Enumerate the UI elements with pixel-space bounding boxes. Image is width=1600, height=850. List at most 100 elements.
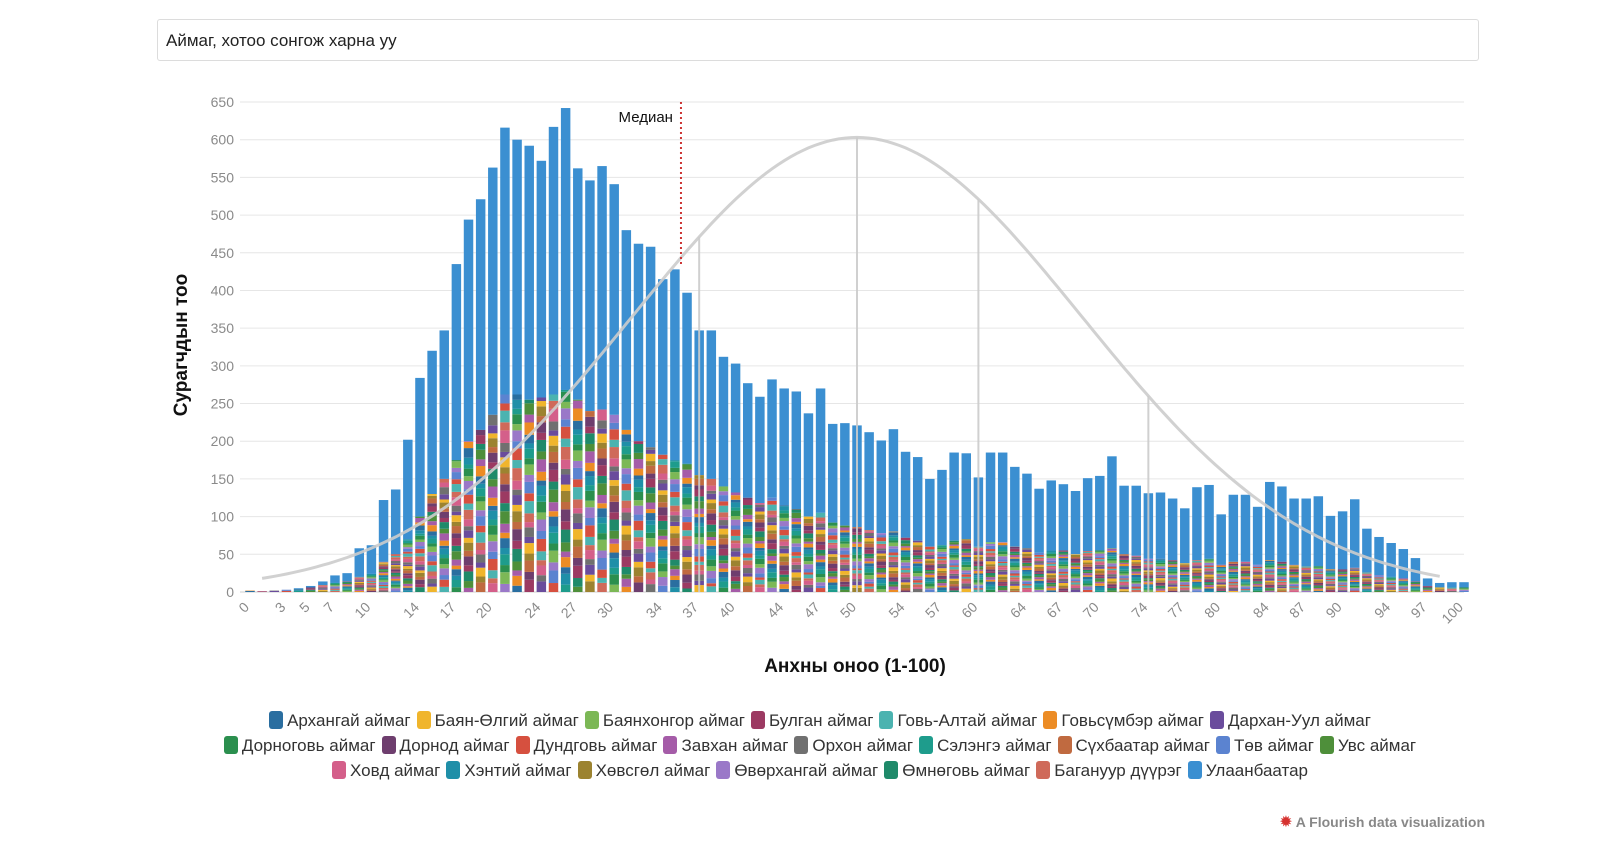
- bar-segment: [985, 577, 996, 580]
- flourish-credit[interactable]: ✹ A Flourish data visualization: [1279, 812, 1485, 832]
- bar-segment: [597, 448, 607, 459]
- bar-segment: [925, 558, 935, 561]
- bar-segment: [815, 527, 826, 530]
- bar-segment: [403, 575, 413, 579]
- bar-segment: [512, 424, 522, 431]
- bar-segment: [730, 502, 741, 508]
- bar-segment: [1337, 585, 1348, 588]
- bar-segment: [1204, 559, 1214, 561]
- bar-segment: [1374, 579, 1384, 581]
- bar-segment: [1010, 577, 1020, 580]
- legend-item[interactable]: Улаанбаатар: [1187, 758, 1308, 783]
- bar-segment: [912, 571, 923, 574]
- bar-segment: [621, 454, 632, 460]
- bar-segment: [718, 568, 729, 572]
- bar-segment: [1325, 574, 1336, 576]
- bar-ulaanbaatar: [645, 246, 656, 448]
- legend-item[interactable]: Архангай аймаг: [269, 708, 411, 733]
- bar-segment: [1350, 581, 1360, 584]
- legend-item[interactable]: Увс аймаг: [1319, 733, 1416, 758]
- bar-segment: [621, 434, 632, 442]
- bar-segment: [427, 583, 437, 587]
- bar-segment: [888, 570, 899, 574]
- legend-item[interactable]: Сэлэнгэ аймаг: [919, 733, 1052, 758]
- bar-segment: [378, 569, 389, 571]
- bar-segment: [888, 542, 899, 547]
- bar-segment: [560, 529, 571, 543]
- bar-segment: [803, 572, 814, 575]
- legend-item[interactable]: Дорнод аймаг: [381, 733, 510, 758]
- bar-segment: [730, 499, 741, 503]
- bar-segment: [451, 497, 462, 506]
- legend-item[interactable]: Орхон аймаг: [794, 733, 913, 758]
- bar-segment: [1277, 563, 1287, 566]
- bar-segment: [706, 583, 717, 587]
- legend-item[interactable]: Хөвсгөл аймаг: [577, 758, 710, 783]
- legend-item[interactable]: Өвөрхангай аймаг: [716, 758, 878, 783]
- bar-segment: [767, 587, 777, 592]
- bar-segment: [1034, 552, 1044, 555]
- bar-segment: [755, 537, 765, 542]
- bar-segment: [779, 529, 789, 536]
- legend-item[interactable]: Хэнтий аймаг: [446, 758, 572, 783]
- legend-item[interactable]: Баянхонгор аймаг: [584, 708, 745, 733]
- bar-segment: [463, 519, 474, 527]
- bar-segment: [1167, 568, 1178, 571]
- bar-segment: [767, 533, 777, 540]
- bar-segment: [415, 546, 425, 549]
- bar-segment: [342, 584, 352, 586]
- bar-segment: [585, 507, 595, 518]
- bar-segment: [621, 586, 632, 592]
- bar-segment: [706, 549, 717, 556]
- bar-segment: [354, 580, 364, 582]
- bar-segment: [755, 567, 765, 574]
- bar-segment: [1289, 569, 1299, 571]
- bar-segment: [791, 580, 802, 586]
- legend-item[interactable]: Дорноговь аймаг: [223, 733, 376, 758]
- bar-segment: [1289, 590, 1299, 592]
- legend-item[interactable]: Төв аймаг: [1216, 733, 1314, 758]
- bar-segment: [354, 578, 364, 580]
- legend-item[interactable]: Ховд аймаг: [332, 758, 440, 783]
- bar-segment: [1022, 571, 1032, 575]
- bar-segment: [1022, 569, 1032, 572]
- bar-segment: [560, 474, 571, 485]
- bar-segment: [997, 556, 1008, 560]
- bar-segment: [730, 588, 741, 592]
- bar-segment: [791, 558, 802, 563]
- bar-segment: [961, 588, 971, 592]
- bar-segment: [1058, 560, 1069, 562]
- bar-segment: [997, 585, 1008, 588]
- bar-segment: [609, 422, 619, 430]
- bar-segment: [1058, 550, 1069, 552]
- legend-item[interactable]: Дархан-Уул аймаг: [1210, 708, 1371, 733]
- bar-segment: [1240, 580, 1251, 583]
- legend-item[interactable]: Говь-Алтай аймаг: [879, 708, 1037, 733]
- legend-item[interactable]: Өмнөговь аймаг: [884, 758, 1030, 783]
- bar-segment: [1240, 574, 1251, 577]
- bar-segment: [1228, 584, 1239, 587]
- bar-segment: [451, 565, 462, 570]
- bar-segment: [475, 435, 486, 444]
- bar-segment: [815, 512, 826, 518]
- bar-segment: [864, 588, 874, 592]
- legend-item[interactable]: Завхан аймаг: [663, 733, 788, 758]
- bar-segment: [500, 511, 510, 524]
- bar-segment: [791, 564, 802, 570]
- legend-item[interactable]: Сүхбаатар аймаг: [1057, 733, 1210, 758]
- bar-segment: [803, 516, 814, 520]
- legend-item[interactable]: Дундговь аймаг: [515, 733, 657, 758]
- bar-ulaanbaatar: [512, 139, 522, 395]
- bar-segment: [500, 457, 510, 468]
- bar-segment: [1058, 582, 1069, 586]
- legend-item[interactable]: Багануур дүүрэг: [1036, 758, 1182, 783]
- bar-segment: [585, 485, 595, 491]
- legend-item[interactable]: Говьсүмбэр аймаг: [1043, 708, 1204, 733]
- region-filter-input[interactable]: Аймаг, хотоо сонгож харна уу: [157, 19, 1479, 61]
- legend-item[interactable]: Булган аймаг: [750, 708, 873, 733]
- legend-item[interactable]: Баян-Өлгий аймаг: [416, 708, 579, 733]
- flourish-logo-icon: ✹: [1279, 814, 1293, 831]
- bar-segment: [670, 484, 680, 492]
- bar-segment: [1362, 575, 1372, 578]
- bar-segment: [925, 567, 935, 571]
